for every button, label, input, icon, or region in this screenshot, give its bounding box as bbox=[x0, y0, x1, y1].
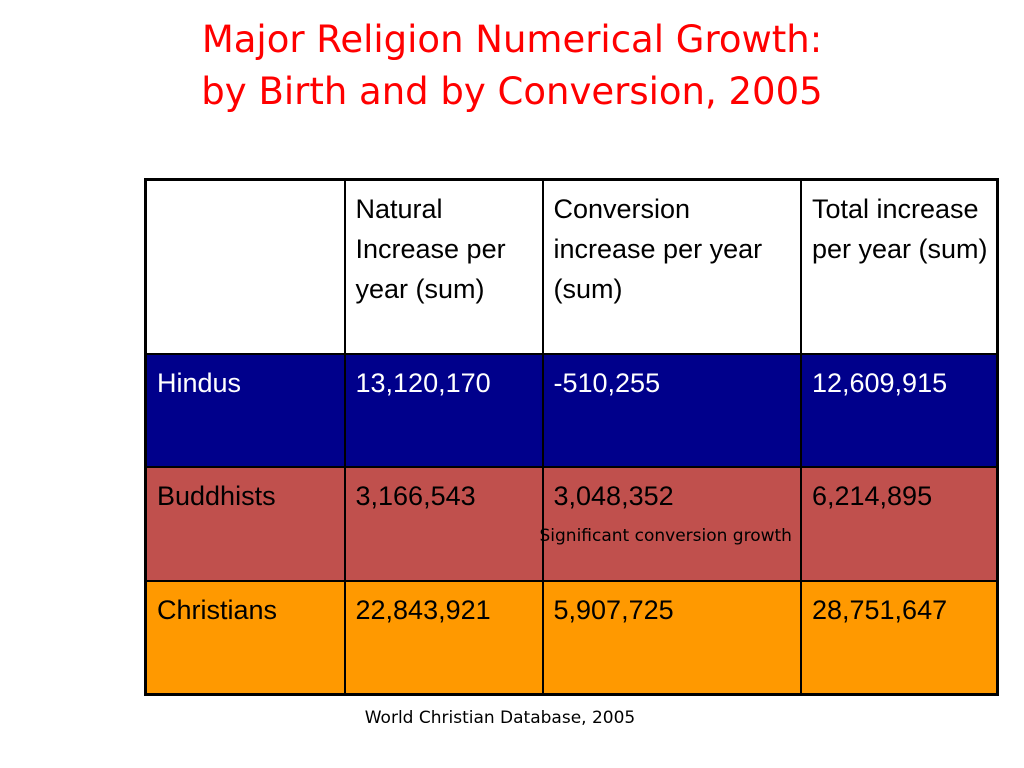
title-line-2: by Birth and by Conversion, 2005 bbox=[201, 70, 823, 113]
header-conversion-increase: Conversion increase per year (sum) bbox=[541, 178, 802, 355]
header-natural-increase: Natural Increase per year (sum) bbox=[343, 178, 544, 355]
hindus-total: 12,609,915 bbox=[799, 352, 999, 468]
buddhists-total: 6,214,895 bbox=[799, 465, 999, 582]
buddhists-natural: 3,166,543 bbox=[343, 465, 544, 582]
buddhists-conversion-cell: 3,048,352 Significant conversion growth bbox=[539, 465, 802, 582]
row-label-buddhists: Buddhists bbox=[144, 465, 346, 582]
source-citation: World Christian Database, 2005 bbox=[364, 708, 636, 728]
conversion-growth-note: Significant conversion growth bbox=[539, 525, 792, 546]
title-line-1: Major Religion Numerical Growth: bbox=[201, 18, 823, 61]
christians-total: 28,751,647 bbox=[799, 579, 999, 696]
table-row-buddhists: Buddhists 3,166,543 3,048,352 Significan… bbox=[144, 465, 999, 582]
slide-title: Major Religion Numerical Growth: by Birt… bbox=[0, 14, 1024, 118]
header-total-increase: Total increase per year (sum) bbox=[799, 178, 999, 355]
religion-growth-table: Natural Increase per year (sum) Conversi… bbox=[144, 178, 1000, 696]
hindus-natural: 13,120,170 bbox=[343, 352, 544, 468]
christians-conversion: 5,907,725 bbox=[541, 579, 802, 696]
row-label-christians: Christians bbox=[144, 579, 346, 696]
table-header-row: Natural Increase per year (sum) Conversi… bbox=[144, 178, 999, 355]
header-empty-cell bbox=[144, 178, 346, 355]
buddhists-conversion: 3,048,352 bbox=[553, 480, 674, 511]
hindus-conversion: -510,255 bbox=[541, 352, 802, 468]
table-row-hindus: Hindus 13,120,170 -510,255 12,609,915 bbox=[144, 352, 999, 468]
christians-natural: 22,843,921 bbox=[343, 579, 544, 696]
table-row-christians: Christians 22,843,921 5,907,725 28,751,6… bbox=[144, 579, 999, 696]
row-label-hindus: Hindus bbox=[144, 352, 346, 468]
